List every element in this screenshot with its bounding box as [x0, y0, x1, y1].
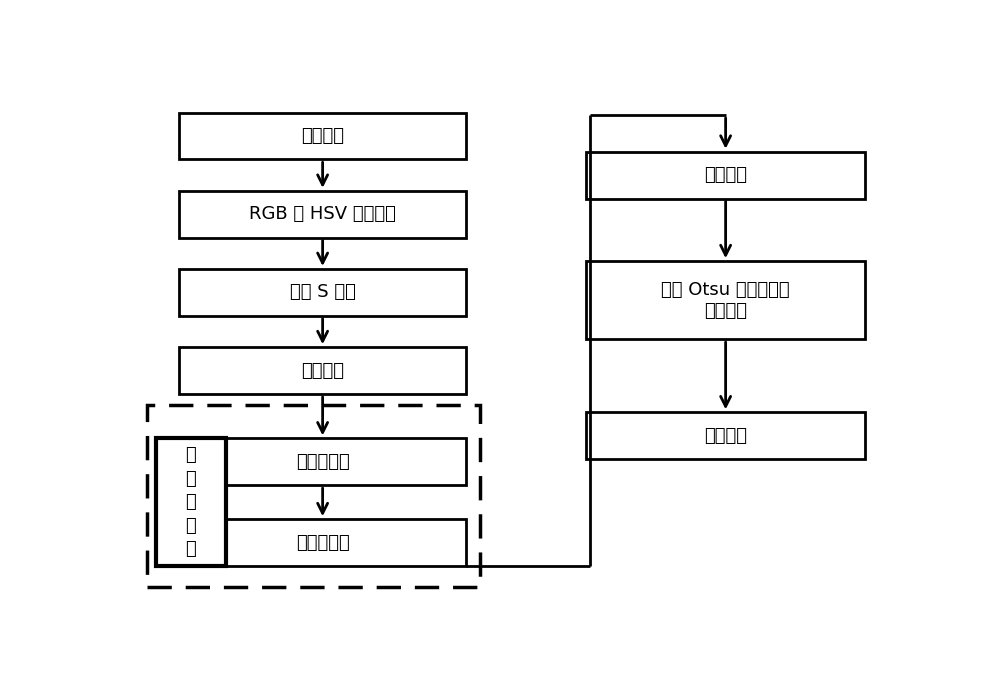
- Text: 分割结果: 分割结果: [704, 427, 747, 445]
- Text: 形
态
学
重
构: 形 态 学 重 构: [186, 446, 196, 559]
- Text: 原始图像: 原始图像: [301, 127, 344, 145]
- FancyBboxPatch shape: [179, 519, 466, 566]
- FancyBboxPatch shape: [179, 347, 466, 394]
- FancyBboxPatch shape: [156, 438, 226, 566]
- FancyBboxPatch shape: [586, 152, 865, 198]
- Text: 提取 S 通道: 提取 S 通道: [290, 284, 356, 301]
- FancyBboxPatch shape: [179, 191, 466, 238]
- FancyBboxPatch shape: [179, 438, 466, 485]
- Text: RGB 转 HSV 颜色空间: RGB 转 HSV 颜色空间: [249, 205, 396, 223]
- Text: 闭运算重构: 闭运算重构: [296, 533, 350, 552]
- Text: 开运算重构: 开运算重构: [296, 453, 350, 471]
- Text: 基于 Otsu 方法对图像
阈值分割: 基于 Otsu 方法对图像 阈值分割: [661, 281, 790, 320]
- Text: 中值滤波: 中值滤波: [301, 362, 344, 380]
- FancyBboxPatch shape: [179, 269, 466, 316]
- FancyBboxPatch shape: [179, 112, 466, 160]
- FancyBboxPatch shape: [586, 412, 865, 459]
- FancyBboxPatch shape: [586, 261, 865, 339]
- Text: 灰度变换: 灰度变换: [704, 166, 747, 184]
